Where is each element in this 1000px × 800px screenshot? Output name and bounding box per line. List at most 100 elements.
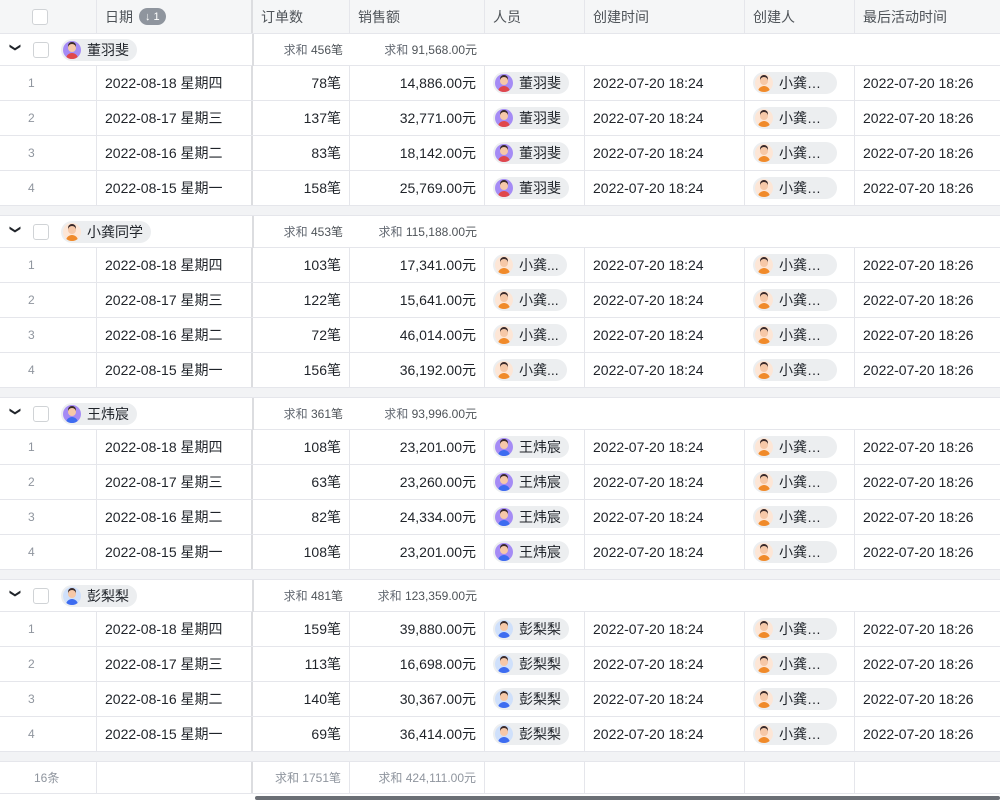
- person-cell[interactable]: 王炜宸: [485, 430, 585, 464]
- creator-cell[interactable]: 小龚同学: [745, 717, 855, 751]
- date-cell[interactable]: 2022-08-18 星期四: [97, 612, 253, 646]
- creator-cell[interactable]: 小龚同学: [745, 66, 855, 100]
- column-header-last-activity[interactable]: 最后活动时间: [863, 8, 947, 25]
- table-row[interactable]: 4 2022-08-15 星期一 158笔 25,769.00元 董羽斐 202…: [0, 171, 1000, 206]
- person-cell[interactable]: 彭梨梨: [485, 682, 585, 716]
- last-activity-cell[interactable]: 2022-07-20 18:26: [863, 75, 974, 91]
- chevron-down-icon[interactable]: ❯: [9, 588, 22, 599]
- created-time-cell[interactable]: 2022-07-20 18:24: [585, 353, 745, 387]
- sales-cell[interactable]: 25,769.00元: [350, 171, 485, 205]
- orders-cell[interactable]: 82笔: [253, 500, 350, 534]
- table-row[interactable]: 3 2022-08-16 星期二 72笔 46,014.00元 小龚... 20…: [0, 318, 1000, 353]
- person-cell[interactable]: 董羽斐: [485, 136, 585, 170]
- group-person-chip[interactable]: 彭梨梨: [61, 585, 137, 607]
- last-activity-cell[interactable]: 2022-07-20 18:26: [863, 621, 974, 637]
- table-row[interactable]: 3 2022-08-16 星期二 140笔 30,367.00元 彭梨梨 202…: [0, 682, 1000, 717]
- column-header-person[interactable]: 人员: [485, 0, 585, 33]
- created-time-cell[interactable]: 2022-07-20 18:24: [585, 283, 745, 317]
- date-cell[interactable]: 2022-08-16 星期二: [97, 500, 253, 534]
- table-row[interactable]: 4 2022-08-15 星期一 108笔 23,201.00元 王炜宸 202…: [0, 535, 1000, 570]
- creator-cell[interactable]: 小龚同学: [745, 535, 855, 569]
- date-cell[interactable]: 2022-08-15 星期一: [97, 535, 253, 569]
- creator-cell[interactable]: 小龚同学: [745, 136, 855, 170]
- creator-cell[interactable]: 小龚同学: [745, 248, 855, 282]
- date-cell[interactable]: 2022-08-18 星期四: [97, 66, 253, 100]
- last-activity-cell[interactable]: 2022-07-20 18:26: [863, 726, 974, 742]
- table-row[interactable]: 3 2022-08-16 星期二 82笔 24,334.00元 王炜宸 2022…: [0, 500, 1000, 535]
- created-time-cell[interactable]: 2022-07-20 18:24: [585, 171, 745, 205]
- table-row[interactable]: 1 2022-08-18 星期四 103笔 17,341.00元 小龚... 2…: [0, 248, 1000, 283]
- table-row[interactable]: 2 2022-08-17 星期三 137笔 32,771.00元 董羽斐 202…: [0, 101, 1000, 136]
- creator-cell[interactable]: 小龚同学: [745, 171, 855, 205]
- created-time-cell[interactable]: 2022-07-20 18:24: [585, 647, 745, 681]
- created-time-cell[interactable]: 2022-07-20 18:24: [585, 101, 745, 135]
- creator-cell[interactable]: 小龚同学: [745, 430, 855, 464]
- person-cell[interactable]: 董羽斐: [485, 101, 585, 135]
- table-row[interactable]: 2 2022-08-17 星期三 63笔 23,260.00元 王炜宸 2022…: [0, 465, 1000, 500]
- table-row[interactable]: 3 2022-08-16 星期二 83笔 18,142.00元 董羽斐 2022…: [0, 136, 1000, 171]
- orders-cell[interactable]: 137笔: [253, 101, 350, 135]
- orders-cell[interactable]: 113笔: [253, 647, 350, 681]
- sales-cell[interactable]: 36,192.00元: [350, 353, 485, 387]
- person-cell[interactable]: 王炜宸: [485, 535, 585, 569]
- created-time-cell[interactable]: 2022-07-20 18:24: [585, 136, 745, 170]
- person-cell[interactable]: 彭梨梨: [485, 647, 585, 681]
- date-cell[interactable]: 2022-08-17 星期三: [97, 465, 253, 499]
- sales-cell[interactable]: 36,414.00元: [350, 717, 485, 751]
- table-row[interactable]: 4 2022-08-15 星期一 69笔 36,414.00元 彭梨梨 2022…: [0, 717, 1000, 752]
- date-cell[interactable]: 2022-08-15 星期一: [97, 171, 253, 205]
- sales-cell[interactable]: 32,771.00元: [350, 101, 485, 135]
- last-activity-cell[interactable]: 2022-07-20 18:26: [863, 544, 974, 560]
- sales-cell[interactable]: 23,201.00元: [350, 535, 485, 569]
- last-activity-cell[interactable]: 2022-07-20 18:26: [863, 656, 974, 672]
- group-person-chip[interactable]: 董羽斐: [61, 39, 137, 61]
- person-cell[interactable]: 王炜宸: [485, 500, 585, 534]
- creator-cell[interactable]: 小龚同学: [745, 353, 855, 387]
- column-header-date[interactable]: 日期 ↓ 1: [97, 0, 253, 33]
- sort-badge[interactable]: ↓ 1: [139, 8, 166, 25]
- group-checkbox[interactable]: [33, 224, 49, 240]
- orders-cell[interactable]: 158笔: [253, 171, 350, 205]
- orders-cell[interactable]: 103笔: [253, 248, 350, 282]
- last-activity-cell[interactable]: 2022-07-20 18:26: [863, 509, 974, 525]
- orders-cell[interactable]: 156笔: [253, 353, 350, 387]
- date-cell[interactable]: 2022-08-17 星期三: [97, 101, 253, 135]
- created-time-cell[interactable]: 2022-07-20 18:24: [585, 682, 745, 716]
- sales-cell[interactable]: 23,260.00元: [350, 465, 485, 499]
- table-row[interactable]: 1 2022-08-18 星期四 108笔 23,201.00元 王炜宸 202…: [0, 430, 1000, 465]
- creator-cell[interactable]: 小龚同学: [745, 612, 855, 646]
- horizontal-scrollbar[interactable]: [255, 796, 1000, 800]
- created-time-cell[interactable]: 2022-07-20 18:24: [585, 612, 745, 646]
- group-person-chip[interactable]: 小龚同学: [61, 221, 151, 243]
- person-cell[interactable]: 小龚...: [485, 283, 585, 317]
- person-cell[interactable]: 董羽斐: [485, 66, 585, 100]
- orders-cell[interactable]: 69笔: [253, 717, 350, 751]
- last-activity-cell[interactable]: 2022-07-20 18:26: [863, 180, 974, 196]
- creator-cell[interactable]: 小龚同学: [745, 682, 855, 716]
- creator-cell[interactable]: 小龚同学: [745, 283, 855, 317]
- last-activity-cell[interactable]: 2022-07-20 18:26: [863, 292, 974, 308]
- sales-cell[interactable]: 18,142.00元: [350, 136, 485, 170]
- date-cell[interactable]: 2022-08-15 星期一: [97, 717, 253, 751]
- chevron-down-icon[interactable]: ❯: [9, 406, 22, 417]
- last-activity-cell[interactable]: 2022-07-20 18:26: [863, 474, 974, 490]
- creator-cell[interactable]: 小龚同学: [745, 647, 855, 681]
- created-time-cell[interactable]: 2022-07-20 18:24: [585, 500, 745, 534]
- sales-cell[interactable]: 39,880.00元: [350, 612, 485, 646]
- person-cell[interactable]: 小龚...: [485, 248, 585, 282]
- created-time-cell[interactable]: 2022-07-20 18:24: [585, 535, 745, 569]
- date-cell[interactable]: 2022-08-15 星期一: [97, 353, 253, 387]
- creator-cell[interactable]: 小龚同学: [745, 318, 855, 352]
- table-row[interactable]: 2 2022-08-17 星期三 113笔 16,698.00元 彭梨梨 202…: [0, 647, 1000, 682]
- person-cell[interactable]: 彭梨梨: [485, 717, 585, 751]
- last-activity-cell[interactable]: 2022-07-20 18:26: [863, 110, 974, 126]
- chevron-down-icon[interactable]: ❯: [9, 42, 22, 53]
- sales-cell[interactable]: 46,014.00元: [350, 318, 485, 352]
- orders-cell[interactable]: 78笔: [253, 66, 350, 100]
- sales-cell[interactable]: 30,367.00元: [350, 682, 485, 716]
- created-time-cell[interactable]: 2022-07-20 18:24: [585, 248, 745, 282]
- last-activity-cell[interactable]: 2022-07-20 18:26: [863, 691, 974, 707]
- person-cell[interactable]: 彭梨梨: [485, 612, 585, 646]
- orders-cell[interactable]: 159笔: [253, 612, 350, 646]
- group-checkbox[interactable]: [33, 588, 49, 604]
